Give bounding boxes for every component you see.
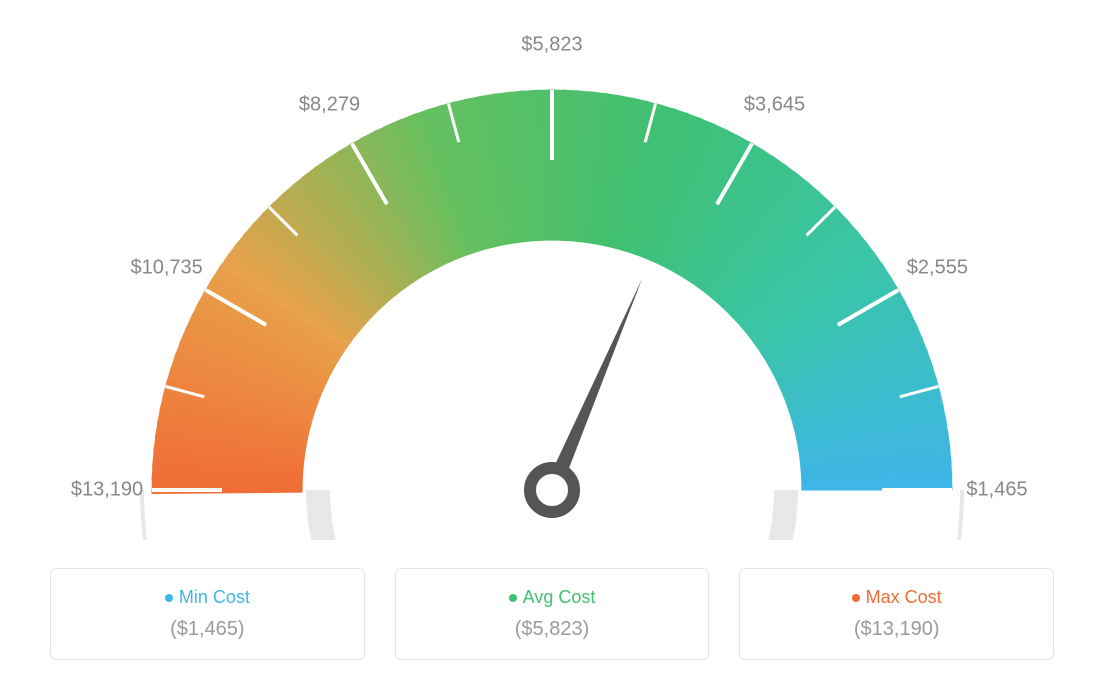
legend-dot-avg [509,594,517,602]
legend-card-max: Max Cost ($13,190) [739,568,1054,660]
legend-title-max: Max Cost [750,587,1043,608]
cost-gauge-chart: $1,465 $2,555 $3,645 $5,823 $8,279 $10,735 $13… [0,0,1104,690]
legend-title-avg: Avg Cost [406,587,699,608]
gauge-tick-label: $5,823 [521,34,582,57]
legend-value-avg: ($5,823) [406,618,699,641]
legend-label-max: Max Cost [866,587,942,607]
gauge-tick-label: $13,190 [71,479,143,502]
legend-label-min: Min Cost [179,587,250,607]
gauge-tick-label: $10,735 [130,256,202,279]
legend-dot-max [852,594,860,602]
gauge-tick-label: $8,279 [299,93,360,116]
legend-title-min: Min Cost [61,587,354,608]
gauge-tick-label: $2,555 [907,256,968,279]
legend-value-min: ($1,465) [61,618,354,641]
legend-card-avg: Avg Cost ($5,823) [395,568,710,660]
legend-label-avg: Avg Cost [523,587,596,607]
legend-dot-min [165,594,173,602]
gauge-area: $1,465 $2,555 $3,645 $5,823 $8,279 $10,735 $13… [0,0,1104,540]
legend-row: Min Cost ($1,465) Avg Cost ($5,823) Max … [50,568,1054,660]
legend-card-min: Min Cost ($1,465) [50,568,365,660]
gauge-tick-label: $3,645 [744,93,805,116]
legend-value-max: ($13,190) [750,618,1043,641]
gauge-tick-label: $1,465 [966,479,1027,502]
